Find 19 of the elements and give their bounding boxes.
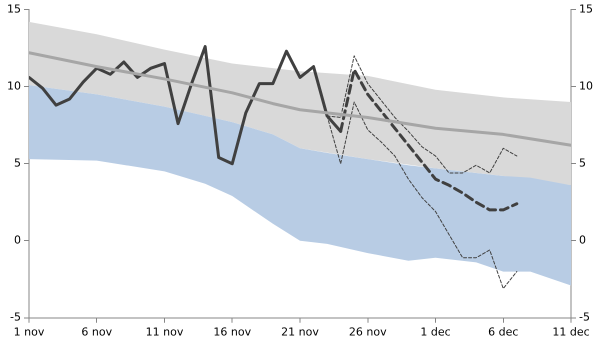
y2-tick-label: 0	[579, 234, 586, 247]
y-tick-label: 15	[6, 2, 21, 16]
y-tick-label: 0	[14, 234, 21, 247]
x-tick-label: 21 nov	[281, 325, 320, 338]
y-tick-label: 10	[6, 80, 21, 93]
y-tick-label: 5	[14, 156, 21, 170]
y2-tick-label: 5	[579, 156, 586, 170]
y2-tick-label: -5	[579, 310, 590, 324]
x-tick-label: 1 dec	[420, 325, 451, 338]
x-tick-label: 6 nov	[81, 325, 113, 338]
x-tick-label: 26 nov	[348, 325, 388, 338]
x-tick-label: 11 dec	[552, 325, 590, 338]
y-tick-label: -5	[10, 310, 21, 324]
x-tick-label: 6 dec	[488, 325, 518, 338]
y2-tick-label: 15	[579, 2, 594, 16]
x-tick-label: 11 nov	[146, 325, 184, 338]
x-tick-label: 1 nov	[14, 325, 45, 338]
x-tick-label: 16 nov	[213, 325, 252, 338]
y2-tick-label: 10	[579, 80, 594, 93]
